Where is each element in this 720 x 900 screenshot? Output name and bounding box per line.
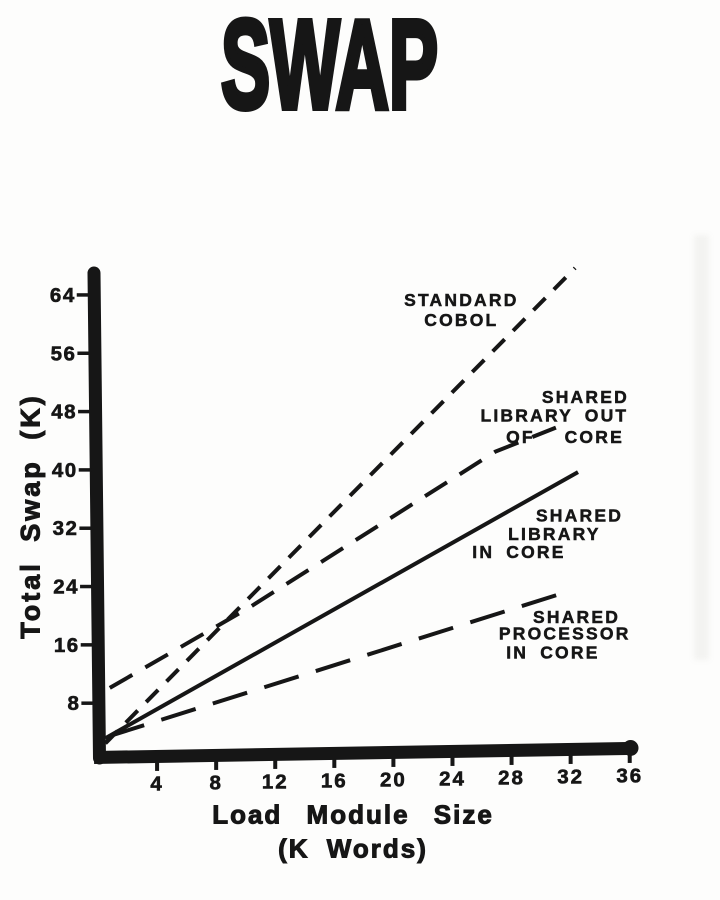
series-label-shared-processor-in-core: PROCESSOR [499,624,631,644]
x-tick-label: 28 [498,766,525,789]
x-tick-label: 20 [380,768,407,791]
series-label-standard-cobol: COBOL [424,310,498,330]
series-line-shared-processor-in-core [109,589,569,738]
scan-artifact-streak [694,235,709,660]
series-label-shared-library-out-of-core: CORE [565,427,624,447]
y-tick-label: 64 [50,284,76,307]
series-label-shared-library-in-core: IN CORE [472,542,565,562]
series-label-standard-cobol: STANDARD [404,290,519,310]
x-axis-title: Load Module Size [212,799,494,830]
series-label-shared-library-out-of-core: LIBRARY OUT [480,406,628,426]
series-label-shared-processor-in-core: IN CORE [506,643,599,663]
x-tick-label: 32 [557,765,584,788]
x-tick-label: 8 [209,771,222,794]
series-label-shared-library-in-core: LIBRARY [508,524,601,544]
y-axis-title: Total Swap (K) [15,393,46,640]
y-tick-label: 24 [53,576,79,599]
series-line-shared-library-out-of-core [108,425,557,690]
x-tick-label: 12 [262,770,289,793]
y-axis-line [87,266,106,765]
y-tick-label: 8 [67,692,80,715]
series-label-shared-library-out-of-core: SHARED [542,387,629,407]
x-axis-line [93,742,628,764]
x-axis-end-blob [622,740,639,756]
y-tick-label: 56 [51,342,77,365]
y-tick-label: 40 [52,459,78,482]
y-tick-label: 48 [51,401,77,424]
y-tick-label: 16 [54,634,80,657]
x-tick-label: 24 [439,767,466,790]
series-label-shared-library-out-of-core: OF [506,427,535,447]
series-line-shared-library-in-core [104,470,579,740]
series-label-shared-processor-in-core: SHARED [533,607,620,627]
x-tick-label: 4 [150,772,163,795]
series-line-standard-cobol [103,266,577,745]
x-tick-label: 16 [321,769,348,792]
series-label-shared-library-in-core: SHARED [536,506,623,526]
x-axis-units: (K Words) [278,833,428,864]
y-tick-label: 32 [53,517,79,540]
chart-title: SWAP [219,0,440,135]
x-tick-label: 36 [616,764,643,787]
